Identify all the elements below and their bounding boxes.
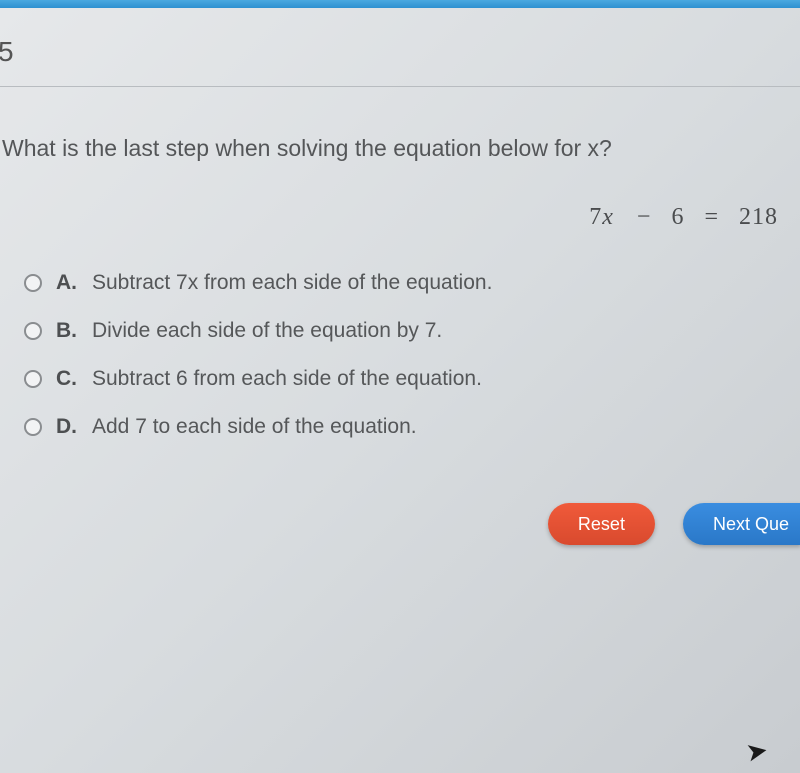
choice-letter-a: A. (56, 271, 92, 295)
choice-a[interactable]: A. Subtract 7x from each side of the equ… (24, 271, 800, 295)
radio-d[interactable] (24, 418, 42, 436)
reset-button[interactable]: Reset (548, 503, 655, 545)
question-number: 5 (0, 36, 800, 68)
choice-letter-b: B. (56, 319, 92, 343)
choice-letter-c: C. (56, 367, 92, 391)
choice-text-d: Add 7 to each side of the equation. (92, 415, 417, 439)
next-question-button[interactable]: Next Que (683, 503, 800, 545)
button-row: Reset Next Que (0, 503, 800, 545)
mouse-cursor-icon: ➤ (744, 734, 771, 768)
choice-c[interactable]: C. Subtract 6 from each side of the equa… (24, 367, 800, 391)
radio-a[interactable] (24, 274, 42, 292)
choice-letter-d: D. (56, 415, 92, 439)
choice-text-c: Subtract 6 from each side of the equatio… (92, 367, 482, 391)
window-title-bar (0, 0, 800, 8)
question-number-region: 5 (0, 8, 800, 87)
choice-b[interactable]: B. Divide each side of the equation by 7… (24, 319, 800, 343)
equation-const: 6 (671, 204, 684, 230)
radio-c[interactable] (24, 370, 42, 388)
answer-choices: A. Subtract 7x from each side of the equ… (24, 271, 800, 439)
equation-coef: 7 (589, 204, 602, 230)
equation-minus: − (637, 204, 652, 230)
question-content: What is the last step when solving the e… (0, 87, 800, 545)
equation-rhs: 218 (739, 204, 778, 230)
choice-d[interactable]: D. Add 7 to each side of the equation. (24, 415, 800, 439)
equation-display: 7x − 6 = 218 (0, 204, 800, 231)
equation-var: x (602, 204, 617, 230)
choice-text-a: Subtract 7x from each side of the equati… (92, 271, 492, 295)
choice-text-b: Divide each side of the equation by 7. (92, 319, 442, 343)
question-prompt: What is the last step when solving the e… (2, 135, 800, 162)
radio-b[interactable] (24, 322, 42, 340)
equation-equals: = (704, 204, 719, 230)
